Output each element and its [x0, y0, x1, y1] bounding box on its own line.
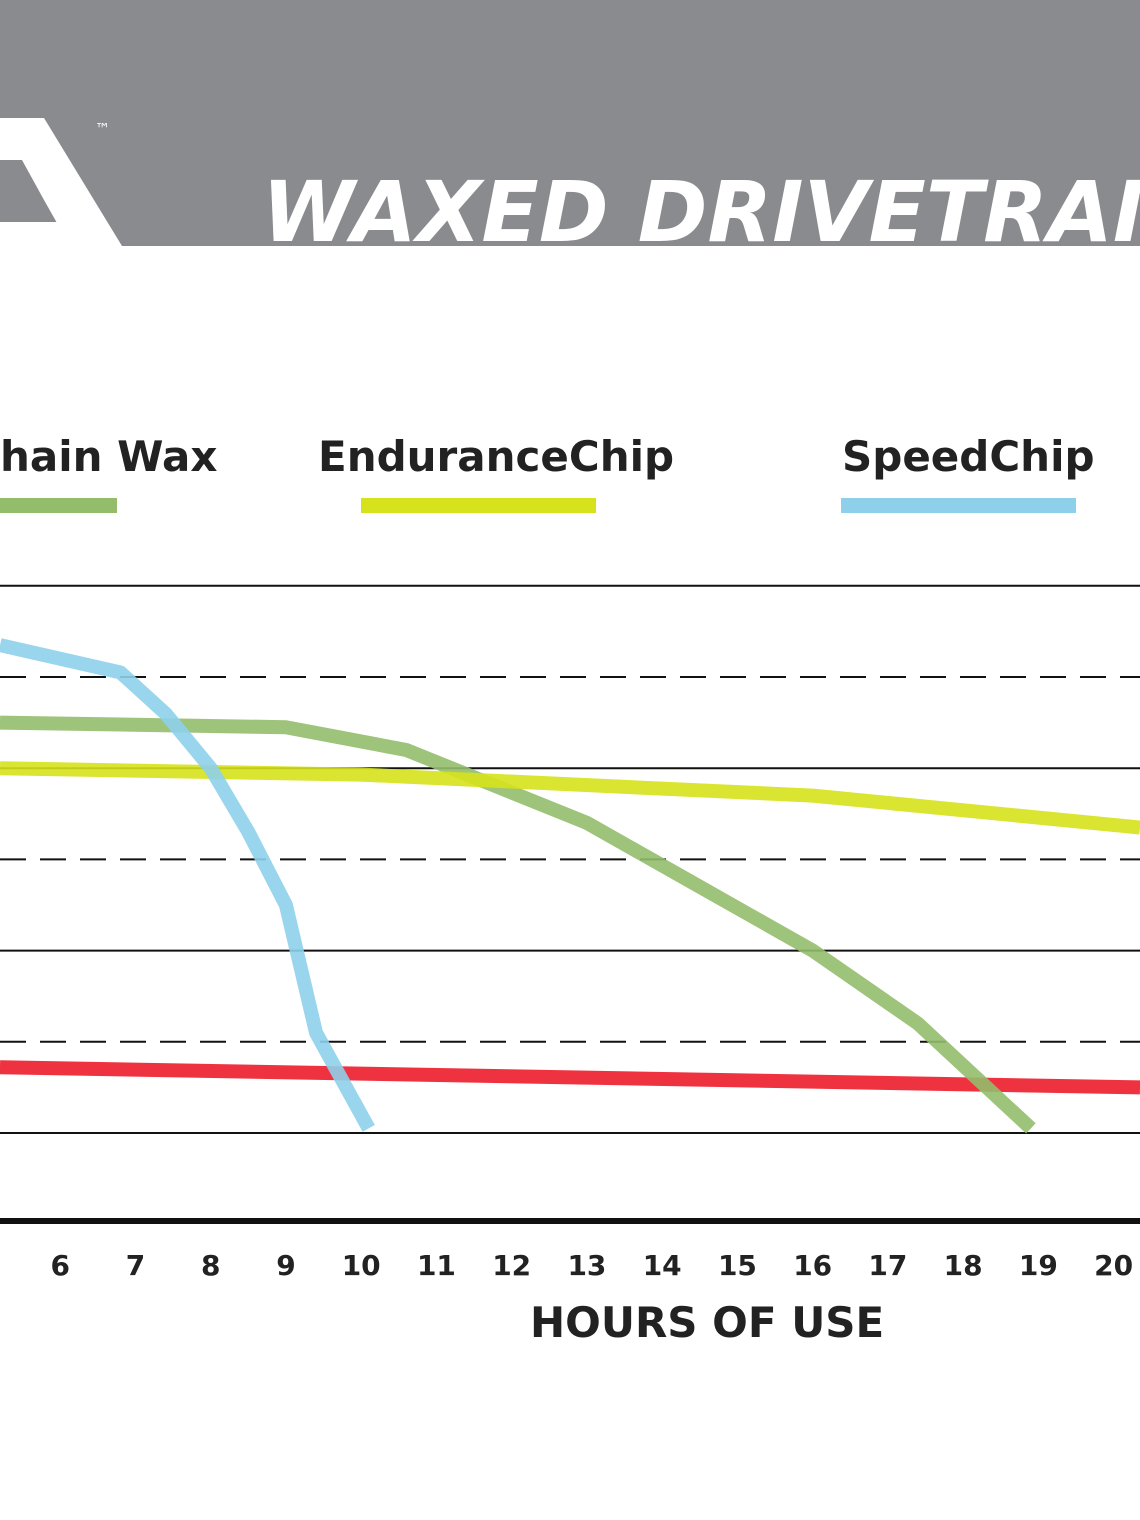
- series-line-speedchip: [0, 638, 375, 1132]
- x-tick-label: 11: [417, 1249, 456, 1282]
- series-line-endurancechip: [0, 761, 1140, 835]
- x-tick-label: 12: [492, 1249, 531, 1282]
- banner-title: WAXED DRIVETRAIN T: [262, 163, 1140, 246]
- legend-label-chain-wax: hain Wax: [0, 432, 218, 481]
- line-chart: 6 7 8 9 10 11 12 13 14 15 16 17 18 19 20: [0, 584, 1140, 1282]
- x-tick-label: 18: [944, 1249, 983, 1282]
- x-axis-label: HOURS OF USE: [530, 1298, 885, 1347]
- legend-swatch-chain-wax: [0, 498, 117, 513]
- legend-swatch-endurance-chip: [361, 498, 596, 513]
- brand-logo-fragment: [0, 118, 122, 246]
- logo-shape-inner: [0, 160, 44, 200]
- x-tick-label: 7: [126, 1249, 145, 1282]
- x-tick-label: 8: [201, 1249, 220, 1282]
- x-tick-label: 16: [793, 1249, 832, 1282]
- x-tick-label: 20: [1094, 1249, 1133, 1282]
- x-tick-label: 15: [718, 1249, 757, 1282]
- legend-swatch-speed-chip: [841, 498, 1076, 513]
- logo-shape-foot: [0, 222, 72, 246]
- legend-label-endurance-chip: EnduranceChip: [318, 432, 675, 481]
- header-banner: ™ WAXED DRIVETRAIN T: [0, 0, 1140, 246]
- x-tick-label: 10: [342, 1249, 381, 1282]
- x-tick-label: 17: [868, 1249, 907, 1282]
- x-tick-label: 9: [276, 1249, 295, 1282]
- trademark-symbol: ™: [95, 120, 110, 138]
- series-line-hain-wax: [0, 715, 1036, 1134]
- x-tick-label: 13: [567, 1249, 606, 1282]
- x-tick-label: 6: [50, 1249, 69, 1282]
- legend-label-speed-chip: SpeedChip: [842, 432, 1095, 481]
- x-tick-label: 19: [1019, 1249, 1058, 1282]
- series-line-red: [0, 1060, 1140, 1095]
- logo-shape-outer: [0, 118, 122, 246]
- x-tick-label: 14: [643, 1249, 682, 1282]
